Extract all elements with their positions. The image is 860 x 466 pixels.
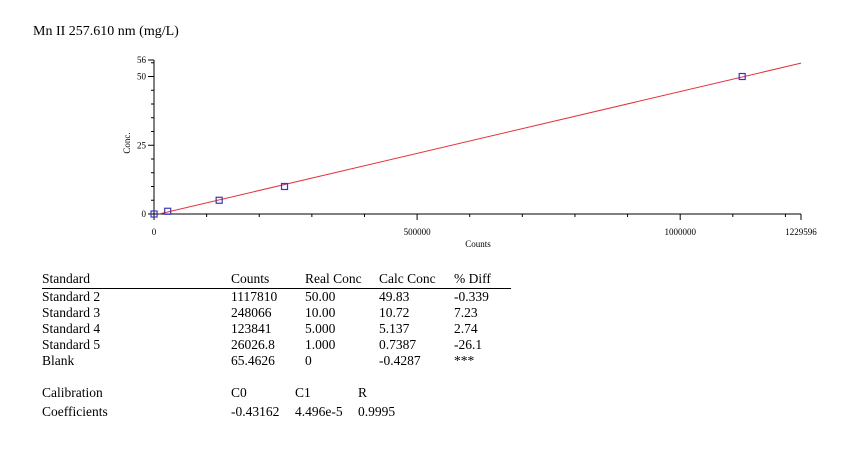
coef-value-c1: 4.496e-5: [295, 404, 343, 419]
data-point: [738, 72, 746, 81]
cell-standard: Blank: [42, 353, 75, 368]
coef-value-c0: -0.43162: [231, 404, 280, 419]
y-tick-label: 25: [137, 140, 147, 150]
data-point: [164, 207, 172, 215]
header-counts: Counts: [231, 271, 270, 286]
cell-real-conc: 1.000: [305, 337, 336, 352]
calibration-label: Calibration: [42, 385, 103, 400]
data-point: [150, 210, 158, 218]
table-row: Standard 4 123841 5.000 5.137 2.74: [42, 321, 511, 337]
cell-pct-diff: -0.339: [454, 289, 489, 304]
header-pct-diff: % Diff: [454, 271, 491, 286]
cell-pct-diff: -26.1: [454, 337, 483, 352]
cell-counts: 65.4626: [231, 353, 275, 368]
cell-pct-diff: 7.23: [454, 305, 478, 320]
fit-line-group: [158, 62, 802, 215]
standards-table: Standard Counts Real Conc Calc Conc % Di…: [42, 271, 511, 369]
cell-standard: Standard 4: [42, 321, 101, 336]
coef-header-r: R: [358, 385, 368, 400]
cell-counts: 248066: [231, 305, 272, 320]
cell-calc-conc: 5.137: [379, 321, 410, 336]
ticks: 0 25 50 56 0 500000 1000000 1229596: [137, 55, 817, 237]
calibration-plot: 0 25 50 56 0 500000 1000000 1229596 Conc. Count…: [122, 55, 817, 249]
y-axis-label: Conc.: [122, 132, 132, 153]
cell-calc-conc: -0.4287: [379, 353, 421, 368]
header-calc-conc: Calc Conc: [379, 271, 436, 286]
x-tick-label: 500000: [404, 227, 432, 237]
y-tick-label: 56: [137, 55, 147, 65]
cell-counts: 123841: [231, 321, 272, 336]
cell-standard: Standard 5: [42, 337, 101, 352]
data-point: [215, 196, 223, 204]
header-real-conc: Real Conc: [305, 271, 362, 286]
cell-real-conc: 5.000: [305, 321, 336, 336]
table-row: Standard 2 1117810 50.00 49.83 -0.339: [42, 289, 511, 305]
coefficients-label: Coefficients: [42, 404, 108, 419]
cell-counts: 1117810: [231, 289, 278, 304]
table-row: Blank 65.4626 0 -0.4287 ***: [42, 353, 511, 369]
cell-real-conc: 50.00: [305, 289, 336, 304]
fit-line: [158, 62, 802, 215]
coef-header-c0: C0: [231, 385, 247, 400]
cell-calc-conc: 0.7387: [379, 337, 417, 352]
cell-calc-conc: 10.72: [379, 305, 410, 320]
chart-title: Mn II 257.610 nm (mg/L): [33, 24, 179, 39]
header-standard: Standard: [42, 271, 90, 286]
coef-value-r: 0.9995: [358, 404, 396, 419]
cell-pct-diff: ***: [454, 353, 475, 368]
cell-real-conc: 0: [305, 353, 312, 368]
data-point: [280, 182, 289, 191]
cell-counts: 26026.8: [231, 337, 275, 352]
cell-standard: Standard 2: [42, 289, 101, 304]
coef-header-c1: C1: [295, 385, 311, 400]
x-tick-label: 1229596: [785, 227, 817, 237]
y-tick-label: 50: [137, 72, 147, 82]
x-tick-label: 1000000: [664, 227, 696, 237]
cell-real-conc: 10.00: [305, 305, 336, 320]
x-axis-label: Counts: [465, 239, 491, 249]
table-header: Standard Counts Real Conc Calc Conc % Di…: [42, 271, 511, 289]
table-row: Standard 3 248066 10.00 10.72 7.23: [42, 305, 511, 321]
cell-standard: Standard 3: [42, 305, 101, 320]
x-tick-label: 0: [152, 227, 157, 237]
axes: [153, 60, 801, 215]
data-points: [150, 72, 746, 218]
table-row: Standard 5 26026.8 1.000 0.7387 -26.1: [42, 337, 511, 353]
y-tick-label: 0: [142, 209, 147, 219]
cell-pct-diff: 2.74: [454, 321, 478, 336]
cell-calc-conc: 49.83: [379, 289, 410, 304]
